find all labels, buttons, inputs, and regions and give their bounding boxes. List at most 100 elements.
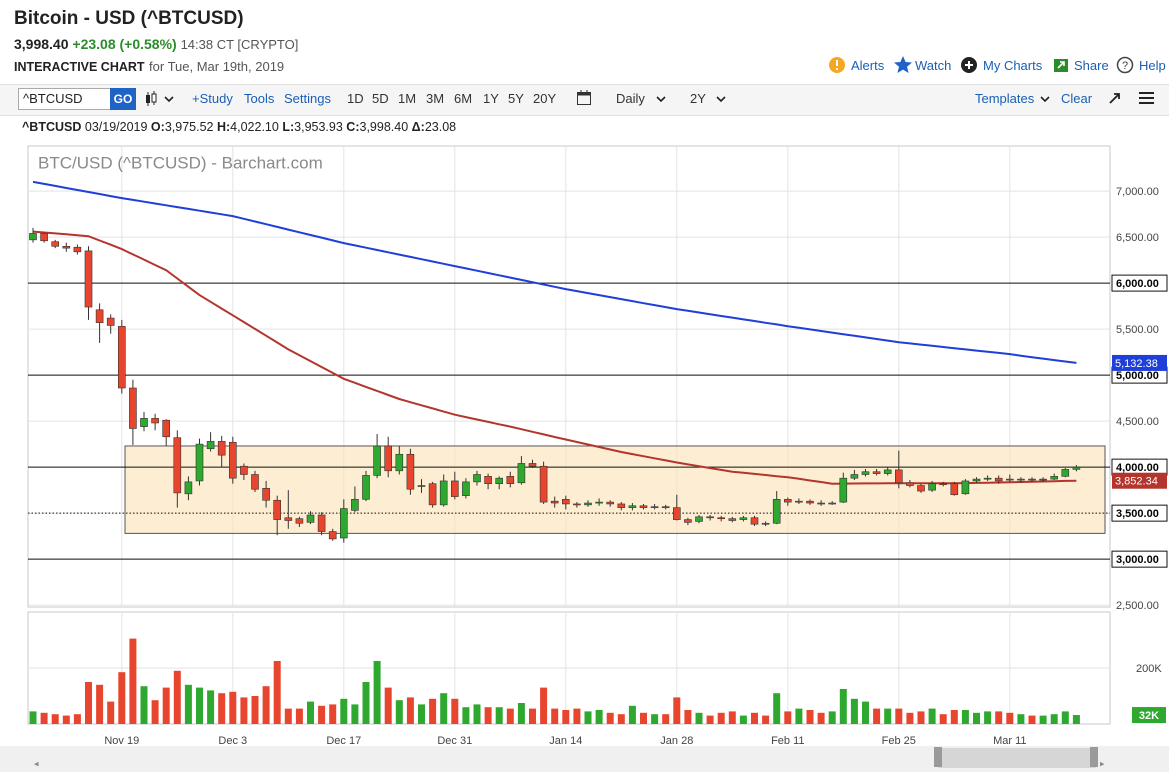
volume-bar — [1061, 711, 1069, 724]
volume-bar — [628, 705, 636, 724]
range-button[interactable]: 3M — [426, 91, 445, 106]
volume-bar — [695, 712, 703, 724]
range-button[interactable]: 5Y — [508, 91, 524, 106]
help-icon[interactable]: ? — [1116, 56, 1136, 76]
chevron[interactable] — [655, 93, 667, 105]
candle-body — [173, 437, 182, 494]
volume-bar — [673, 697, 681, 724]
settings-button[interactable]: Settings — [284, 91, 331, 106]
candle-body — [850, 474, 859, 479]
templates-button[interactable]: Templates — [975, 91, 1035, 106]
range-button[interactable]: 5D — [372, 91, 389, 106]
y-tick-label: 3,000.00 — [1116, 554, 1159, 566]
volume-bar — [950, 710, 958, 724]
watch-link[interactable]: Watch — [915, 58, 952, 73]
volume-bar — [162, 687, 170, 724]
volume-bar — [795, 708, 803, 724]
candle-body — [484, 476, 492, 484]
volume-bar — [51, 714, 59, 724]
share-icon[interactable] — [1052, 56, 1072, 76]
tick-box — [1111, 550, 1168, 568]
candle-body — [406, 453, 415, 490]
candle-body — [184, 481, 193, 495]
candle-body — [894, 469, 903, 484]
volume-bar — [251, 696, 259, 724]
symbol-input[interactable]: ^BTCUSD — [18, 88, 112, 110]
volume-bar — [29, 711, 37, 724]
x-tick-label: Feb 11 — [771, 735, 804, 747]
chart-type-button[interactable] — [144, 90, 178, 108]
volume-bar — [73, 714, 81, 724]
y-tick-label: 200K — [1136, 663, 1162, 675]
menu-button[interactable] — [1138, 90, 1156, 106]
range-button[interactable]: 1M — [398, 91, 417, 106]
scroll-range[interactable] — [938, 748, 1096, 768]
interval-select[interactable]: Daily — [616, 91, 645, 106]
alerts-icon[interactable] — [828, 56, 848, 76]
scroll-arrow[interactable]: ◂ — [34, 758, 39, 768]
volume-bar — [440, 693, 448, 724]
ohlc-value: 3,998.40 — [359, 120, 409, 134]
volume-bar — [506, 708, 514, 724]
volume-bar — [762, 715, 770, 724]
ohlc-key: H: — [216, 120, 231, 134]
clear-button[interactable]: Clear — [1061, 91, 1093, 106]
candle-body — [1005, 478, 1014, 481]
candle-body — [617, 503, 626, 508]
calendar-button[interactable] — [576, 89, 592, 107]
volume-bar — [640, 712, 647, 724]
candle-body — [1072, 466, 1081, 470]
go-button[interactable]: GO — [110, 88, 136, 110]
volume-bar — [184, 684, 192, 724]
x-tick-label: Mar 11 — [993, 735, 1026, 747]
candle-body — [661, 506, 670, 509]
help-link[interactable]: Help — [1139, 58, 1166, 73]
candle-body — [118, 326, 126, 389]
volume-bar — [984, 711, 992, 724]
candle-body — [506, 476, 515, 484]
candle-body — [140, 418, 148, 427]
candle-body — [1028, 478, 1036, 481]
volume-bar — [806, 710, 814, 724]
volume-bar — [884, 708, 892, 724]
scroll-arrow[interactable]: ▸ — [1100, 758, 1105, 768]
ohlc-line: ^BTCUSD 03/19/2019 O:3,975.52 H:4,022.10… — [22, 120, 456, 134]
volume-bar — [651, 714, 659, 724]
volume-bar — [307, 701, 314, 724]
mycharts-link[interactable]: My Charts — [983, 58, 1043, 73]
candle-body — [328, 531, 337, 540]
candle-body — [650, 506, 659, 509]
share-link[interactable]: Share — [1074, 58, 1109, 73]
period-select[interactable]: 2Y — [690, 91, 706, 106]
chevron[interactable] — [1039, 93, 1051, 105]
mycharts-icon[interactable] — [960, 56, 980, 76]
alerts-link[interactable]: Alerts — [851, 58, 885, 73]
candle-body — [29, 233, 37, 241]
overlay-last-tag — [1112, 472, 1167, 489]
candle-body — [317, 514, 326, 532]
volume-bar — [351, 704, 359, 724]
caption-date: for Tue, Mar 19th, 2019 — [149, 59, 285, 74]
expand-button[interactable] — [1107, 90, 1123, 106]
watch-icon[interactable] — [893, 55, 913, 75]
chevron[interactable] — [715, 93, 727, 105]
volume-bar — [706, 715, 714, 724]
range-button[interactable]: 1Y — [483, 91, 499, 106]
scroll-handle[interactable] — [1090, 747, 1098, 767]
candle-body — [917, 485, 925, 492]
scroll-handle[interactable] — [934, 747, 942, 767]
price-pane — [27, 145, 1111, 608]
tools-button[interactable]: Tools — [244, 91, 275, 106]
candle-body — [761, 522, 770, 525]
study-button[interactable]: +Study — [192, 91, 233, 106]
price-change: +23.08 (+0.58%) — [72, 36, 177, 52]
candle-body — [639, 505, 648, 508]
range-button[interactable]: 6M — [454, 91, 473, 106]
range-button[interactable]: 20Y — [533, 91, 557, 106]
candle-body — [828, 502, 837, 505]
candle-body — [750, 517, 759, 525]
x-tick-label: Nov 19 — [104, 735, 139, 747]
candle-body — [739, 517, 748, 520]
range-button[interactable]: 1D — [347, 91, 364, 106]
volume-bar — [218, 693, 226, 724]
